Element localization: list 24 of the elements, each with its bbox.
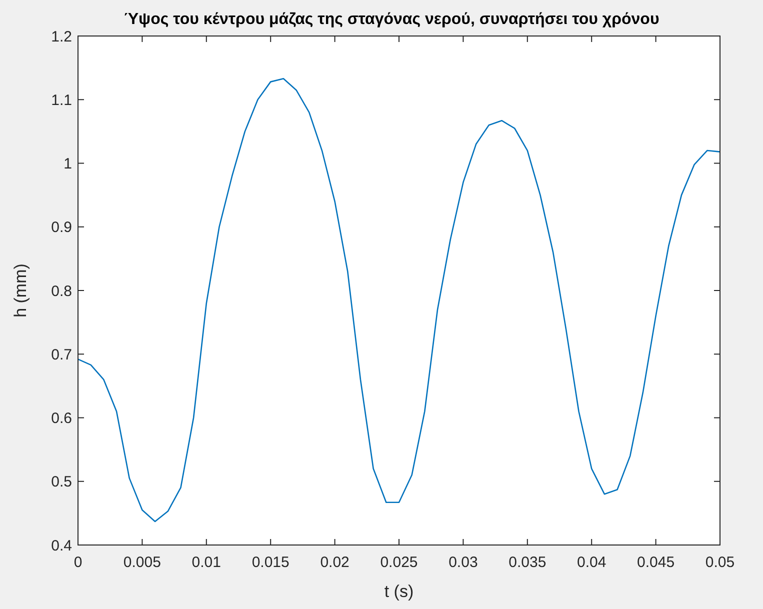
- y-tick-label: 1: [64, 156, 72, 172]
- x-tick-label: 0.035: [508, 554, 546, 571]
- y-tick-label: 1.2: [51, 28, 72, 46]
- y-tick-label: 0.8: [51, 282, 72, 300]
- line-series: [77, 78, 721, 522]
- x-tick-label: 0.025: [380, 554, 418, 571]
- x-tick-label: 0.04: [577, 554, 606, 571]
- x-tick-label: 0.045: [637, 554, 675, 571]
- y-tick-label: 0.9: [51, 219, 72, 236]
- y-tick-label: 0.7: [51, 346, 72, 364]
- x-axis-title: t (s): [384, 582, 414, 601]
- x-tick-label: 0.01: [192, 554, 221, 571]
- y-tick-label: 1.1: [51, 92, 72, 109]
- y-axis-title: h (mm): [11, 264, 30, 318]
- x-tick-label: 0.015: [252, 554, 290, 571]
- y-tick-label: 0.6: [51, 410, 72, 427]
- x-tick-label: 0: [74, 554, 82, 571]
- chart-title: Ύψος του κέντρου μάζας της σταγόνας νερού, συναρτήσει του χρόνου: [124, 11, 660, 28]
- x-tick-label: 0.005: [123, 554, 161, 571]
- x-tick-label: 0.02: [320, 554, 350, 571]
- y-tick-label: 0.4: [51, 537, 72, 554]
- y-tick-label: 0.5: [51, 474, 72, 491]
- x-tick-label: 0.05: [705, 554, 735, 571]
- x-tick-label: 0.03: [448, 554, 478, 571]
